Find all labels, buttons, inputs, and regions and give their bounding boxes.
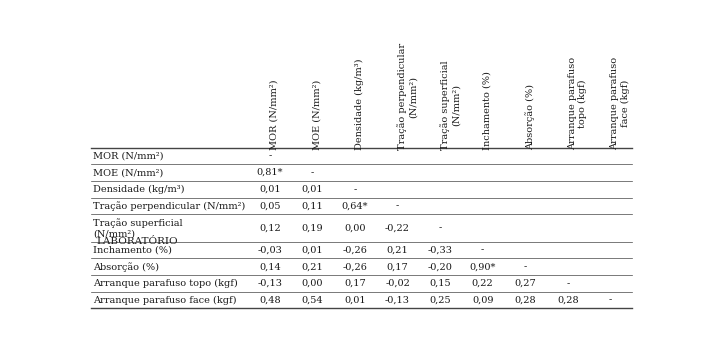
Text: 0,17: 0,17: [387, 262, 408, 271]
Text: -0,20: -0,20: [427, 262, 453, 271]
Text: 0,54: 0,54: [302, 295, 323, 304]
Text: -: -: [269, 151, 271, 160]
Text: -: -: [354, 185, 356, 194]
Text: Arranque parafuso
face (kgf): Arranque parafuso face (kgf): [610, 57, 630, 150]
Text: -: -: [396, 201, 399, 211]
Text: 0,01: 0,01: [302, 185, 323, 194]
Text: Tração perpendicular
(N/mm²): Tração perpendicular (N/mm²): [398, 43, 418, 150]
Text: MOE (N/mm²): MOE (N/mm²): [312, 80, 321, 150]
Text: 0,28: 0,28: [557, 295, 579, 304]
Text: -: -: [439, 223, 441, 232]
Text: Absorção (%): Absorção (%): [93, 262, 160, 272]
Text: Arranque parafuso
topo (kgf): Arranque parafuso topo (kgf): [568, 57, 587, 150]
Text: -: -: [311, 168, 314, 177]
Text: 0,12: 0,12: [259, 223, 280, 232]
Text: 0,05: 0,05: [259, 201, 280, 211]
Text: 0,64*: 0,64*: [342, 201, 368, 211]
Text: 0,21: 0,21: [387, 246, 408, 255]
Text: Arranque parafuso face (kgf): Arranque parafuso face (kgf): [93, 295, 237, 304]
Text: -0,26: -0,26: [342, 246, 368, 255]
Text: -: -: [481, 246, 484, 255]
Text: 0,17: 0,17: [344, 279, 366, 288]
Text: Tração superficial
(N/mm²): Tração superficial (N/mm²): [440, 61, 460, 150]
Text: 0,01: 0,01: [344, 295, 366, 304]
Text: 0,09: 0,09: [472, 295, 494, 304]
Text: Densidade (kg/m³): Densidade (kg/m³): [93, 185, 185, 194]
Text: -0,13: -0,13: [385, 295, 410, 304]
Text: 0,11: 0,11: [302, 201, 323, 211]
Text: 0,19: 0,19: [302, 223, 323, 232]
Text: Arranque parafuso topo (kgf): Arranque parafuso topo (kgf): [93, 279, 238, 288]
Text: 0,90*: 0,90*: [470, 262, 496, 271]
Text: Absorção (%): Absorção (%): [525, 84, 535, 150]
Text: 0,25: 0,25: [430, 295, 451, 304]
Text: 0,01: 0,01: [302, 246, 323, 255]
Text: 0,28: 0,28: [515, 295, 536, 304]
Text: MOE (N/mm²): MOE (N/mm²): [93, 168, 164, 177]
Text: 0,48: 0,48: [259, 295, 280, 304]
Text: MOR (N/mm²): MOR (N/mm²): [93, 151, 164, 160]
Text: 0,81*: 0,81*: [257, 168, 283, 177]
Text: 0,00: 0,00: [344, 223, 366, 232]
Text: 0,14: 0,14: [259, 262, 280, 271]
Text: Inchamento (%): Inchamento (%): [93, 246, 172, 255]
Text: LABORATÓRIO: LABORATÓRIO: [96, 237, 178, 246]
Text: 0,21: 0,21: [302, 262, 323, 271]
Text: Tração perpendicular (N/mm²): Tração perpendicular (N/mm²): [93, 201, 245, 211]
Text: -: -: [524, 262, 527, 271]
Text: -: -: [609, 295, 612, 304]
Text: -0,03: -0,03: [257, 246, 283, 255]
Text: 0,15: 0,15: [430, 279, 451, 288]
Text: 0,27: 0,27: [515, 279, 536, 288]
Text: -0,22: -0,22: [385, 223, 410, 232]
Text: Densidade (kg/m³): Densidade (kg/m³): [355, 59, 364, 150]
Text: -0,13: -0,13: [257, 279, 283, 288]
Text: -0,26: -0,26: [342, 262, 368, 271]
Text: -0,33: -0,33: [427, 246, 453, 255]
Text: MOR (N/mm²): MOR (N/mm²): [270, 80, 279, 150]
Text: 0,22: 0,22: [472, 279, 494, 288]
Text: Inchamento (%): Inchamento (%): [483, 71, 491, 150]
Text: 0,00: 0,00: [302, 279, 323, 288]
Text: Tração superficial
(N/mm²): Tração superficial (N/mm²): [93, 218, 183, 238]
Text: 0,01: 0,01: [259, 185, 280, 194]
Text: -: -: [566, 279, 569, 288]
Text: -0,02: -0,02: [385, 279, 410, 288]
